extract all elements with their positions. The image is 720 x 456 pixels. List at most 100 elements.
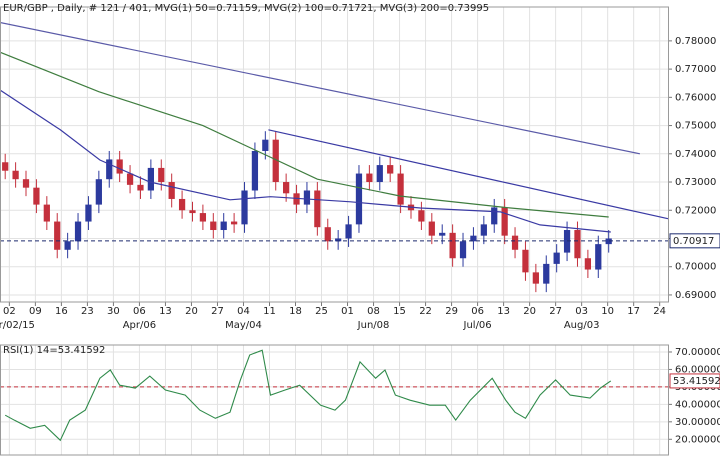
candle-body [272, 139, 279, 183]
last-price-box [669, 233, 720, 249]
candle-body [116, 159, 123, 174]
candle-body [54, 221, 61, 250]
candle-body [418, 210, 425, 222]
y-tick-label: 0.70000 [675, 262, 716, 273]
candle-body [2, 162, 9, 171]
candle-body [74, 221, 82, 242]
month-label: Jul/06 [463, 320, 492, 331]
x-tick-label: 03 [575, 306, 588, 317]
month-label: Apr/06 [123, 320, 156, 331]
x-tick-label: 11 [263, 306, 276, 317]
x-tick-label: 20 [523, 306, 536, 317]
y-tick-label: 60.00000 [675, 364, 720, 375]
x-tick-label: 30 [107, 306, 120, 317]
x-tick-label: 06 [133, 306, 146, 317]
y-tick-label: 0.74000 [675, 149, 716, 160]
rsi-value-label: 53.41592 [673, 376, 720, 387]
panel-frame [0, 6, 669, 303]
candle-body [553, 252, 560, 264]
candle-body [532, 272, 539, 284]
x-tick-label: 10 [601, 306, 614, 317]
y-tick-label: 0.75000 [675, 121, 716, 132]
candle-body [147, 167, 154, 191]
candle-body [324, 227, 331, 242]
x-tick-label: 08 [367, 306, 380, 317]
x-tick-label: 29 [445, 306, 458, 317]
x-tick-label: 18 [289, 306, 302, 317]
x-tick-label: 15 [393, 306, 406, 317]
candle-body [85, 204, 92, 222]
y-tick-label: 30.00000 [675, 417, 720, 428]
x-tick-label: 27 [549, 306, 562, 317]
candle-body [605, 238, 612, 245]
candle-body [106, 159, 113, 180]
candle-body [428, 221, 435, 236]
panel-frame [0, 344, 669, 456]
candle-body [178, 198, 186, 211]
chart-title: EUR/GBP , Daily, # 121 / 401, MVG(1) 50=… [3, 3, 489, 14]
candle-body [595, 244, 602, 270]
candle-body [335, 238, 342, 242]
candle-body [355, 173, 363, 225]
x-tick-label: 24 [653, 306, 666, 317]
moving-average [0, 21, 641, 155]
candle-body [314, 190, 321, 228]
y-tick-label: 70.00000 [675, 347, 720, 358]
candle-body [574, 230, 581, 259]
month-label: Aug/03 [564, 320, 600, 331]
y-tick-label: 0.77000 [675, 64, 716, 75]
candle-body [303, 190, 311, 205]
candle-body [397, 173, 404, 205]
y-tick-label: 20.00000 [675, 434, 720, 445]
trend-line [268, 129, 669, 220]
x-tick-label: 09 [29, 306, 42, 317]
last-price-label: 0.70917 [673, 236, 714, 247]
moving-average [0, 51, 609, 218]
candle-body [126, 173, 134, 185]
candle-body [511, 235, 519, 250]
candle-body [387, 165, 394, 174]
candle-body [251, 150, 259, 191]
candle-body [293, 193, 300, 205]
x-tick-label: 01 [341, 306, 354, 317]
candle-body [199, 213, 207, 222]
moving-average [0, 89, 611, 233]
x-tick-label: 25 [315, 306, 328, 317]
candle-body [459, 241, 467, 259]
x-tick-label: 17 [627, 306, 640, 317]
candle-body [480, 224, 487, 236]
candle-body [491, 207, 498, 225]
candle-body [522, 249, 529, 273]
candle-body [345, 224, 352, 239]
y-tick-label: 0.78000 [675, 36, 716, 47]
candle-body [241, 190, 248, 225]
x-tick-label: 13 [159, 306, 172, 317]
x-tick-label: 13 [497, 306, 510, 317]
x-tick-label: 02 [3, 306, 16, 317]
candle-body [449, 232, 456, 259]
candle-body [158, 167, 165, 183]
y-tick-label: 0.69000 [675, 290, 716, 301]
x-tick-label: 27 [211, 306, 224, 317]
month-label: Mar/02/15 [0, 320, 35, 331]
x-tick-label: 04 [237, 306, 250, 317]
candle-body [283, 182, 290, 194]
indicator-title: RSI(1) 14=53.41592 [3, 345, 105, 356]
month-label: May/04 [225, 320, 262, 331]
candle-body [584, 258, 592, 270]
y-tick-label: 40.00000 [675, 399, 720, 410]
candle-body [439, 232, 446, 236]
candle-body [168, 182, 175, 199]
candle-body [501, 207, 508, 236]
y-tick-label: 0.73000 [675, 177, 716, 188]
x-tick-label: 06 [471, 306, 484, 317]
x-tick-label: 22 [419, 306, 432, 317]
candle-body [64, 241, 71, 250]
candle-body [95, 179, 102, 205]
candle-body [366, 173, 373, 183]
candle-body [189, 210, 196, 214]
candle-body [43, 204, 50, 222]
y-tick-label: 0.76000 [675, 92, 716, 103]
